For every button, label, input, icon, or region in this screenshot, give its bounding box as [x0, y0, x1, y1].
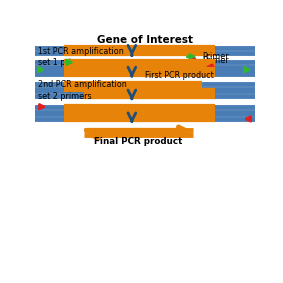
Text: Primer: Primer	[202, 57, 229, 65]
Text: Gene of Interest: Gene of Interest	[97, 35, 193, 46]
Text: 1st PCR amplification
set 1 primers: 1st PCR amplification set 1 primers	[38, 47, 123, 67]
Text: Final PCR product: Final PCR product	[94, 137, 183, 146]
Text: First PCR product: First PCR product	[145, 71, 214, 80]
Text: 2nd PCR amplification
set 2 primers: 2nd PCR amplification set 2 primers	[38, 80, 126, 101]
Text: Primer: Primer	[202, 52, 229, 61]
